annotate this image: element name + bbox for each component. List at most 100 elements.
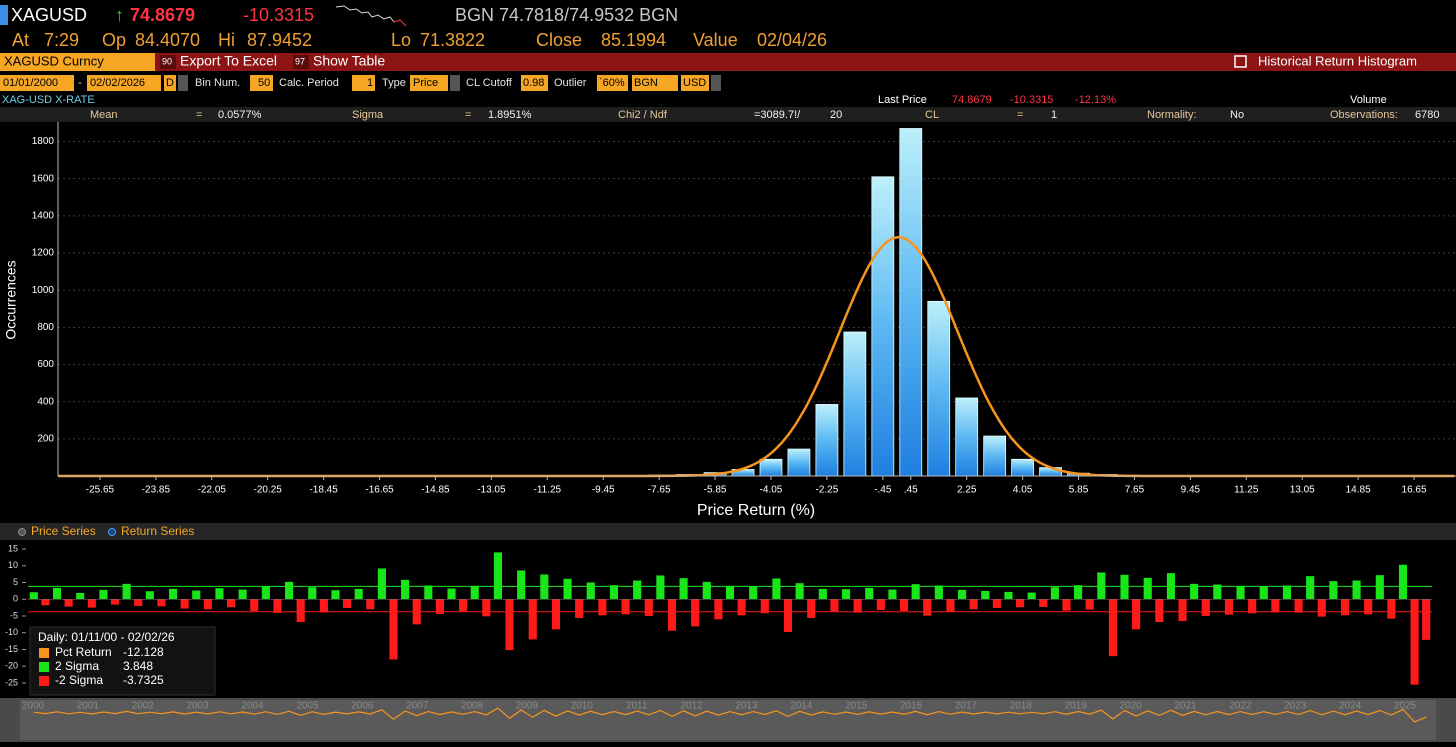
histogram-bar [928,301,950,476]
return-bar [41,599,49,605]
return-bar [1120,575,1128,599]
return-bar [1202,599,1210,616]
legend-label: Price Series [31,524,96,538]
stat-label: Normality: [1147,109,1197,121]
return-bar [923,599,931,615]
x-tick-label: 9.45 [1181,485,1201,496]
return-bar [88,599,96,607]
return-bar [703,582,711,599]
x-tick-label: -23.85 [142,485,171,496]
return-bar [192,591,200,600]
x-tick-label: .45 [904,485,918,496]
timeline-window[interactable] [20,700,1436,740]
bid-ask-quote: BGN 74.7818/74.9532 BGN [455,5,678,25]
timeline-year: 2002 [132,701,155,712]
equals: = [465,109,471,121]
return-bar [378,568,386,599]
x-tick-label: -20.25 [254,485,283,496]
timeline-year: 2023 [1284,701,1307,712]
x-tick-label: 4.05 [1013,485,1033,496]
return-bar [181,599,189,608]
return-bar [575,599,583,618]
dropdown[interactable] [178,75,188,91]
y-tick-label: -20 [5,661,18,671]
stat-label: CL [925,109,939,121]
y-tick-label: 400 [37,396,54,407]
stat-value: =3089.7!/ [754,109,801,121]
timeline-year: 2009 [516,701,539,712]
equals: = [1017,109,1023,121]
button-key-text: 90 [162,56,172,66]
return-bar [807,599,815,618]
x-tick-label: -22.05 [198,485,227,496]
input-text: 50 [258,77,270,89]
return-bar [1295,599,1303,612]
input-text: 01/01/2000 [3,77,58,89]
return-bar [1318,599,1326,616]
return-bar [1353,581,1361,600]
legend-swatch [39,662,49,672]
input-text: Price [413,77,438,89]
quote-fields: At 7:29 Op 84.4070 Hi 87.9452 Lo 71.3822… [12,30,827,50]
button-key-text: 97 [295,56,305,66]
histogram-bar [844,332,866,476]
x-tick-label: -11.25 [533,485,561,496]
input-text: 02/02/2026 [90,77,145,89]
field-label: Hi [218,30,235,50]
y-tick-label: -25 [5,677,18,687]
return-bar [111,599,119,604]
x-tick-label: 5.85 [1069,485,1089,496]
return-bar [946,599,954,612]
return-bar [1329,581,1337,599]
return-bar [1271,599,1279,612]
return-bar [1086,599,1094,609]
return-bar [1399,565,1407,599]
info-row-label: Pct Return [55,645,112,659]
volume-label: Volume [1350,94,1387,106]
timeline-year: 2020 [1119,701,1142,712]
field-value: 7:29 [44,30,79,50]
timeline-year: 2015 [845,701,868,712]
dropdown[interactable] [711,75,721,91]
x-tick-label: -7.65 [648,485,671,496]
ticker: XAGUSD [11,5,87,25]
show-table-button[interactable]: 97 Show Table [293,53,385,69]
return-bar [366,599,374,609]
return-bar [343,599,351,608]
last-price: 74.8679 [130,5,195,25]
series-legend-bar [0,523,1456,540]
return-bar [656,575,664,599]
return-bar [30,592,38,599]
return-bar [714,599,722,619]
return-bar [239,590,247,600]
return-bar [587,583,595,600]
timeline-year: 2018 [1010,701,1033,712]
return-bar [529,599,537,639]
legend-dot [109,529,116,536]
return-bar [668,599,676,630]
return-bar [749,586,757,599]
timeline-year: 2008 [461,701,484,712]
return-bar [1062,599,1070,610]
histogram-bar [984,436,1006,476]
timeline-year: 2010 [571,701,594,712]
return-bar [1341,599,1349,615]
histogram-bar [872,177,894,476]
x-tick-label: 14.85 [1346,485,1371,496]
stat-value: 1.8951% [488,109,532,121]
x-tick-label: 7.65 [1125,485,1145,496]
return-bar [993,599,1001,608]
return-bar [1028,593,1036,600]
field-label: At [12,30,29,50]
timeline-year: 2003 [187,701,210,712]
info-box-title: Daily: 01/11/00 - 02/02/26 [38,630,175,644]
return-bar [1004,592,1012,599]
x-tick-label: -2.25 [816,485,839,496]
dropdown[interactable] [450,75,460,91]
security-name: XAG-USD X-RATE [2,94,95,106]
return-bar [830,599,838,611]
timeline-year: 2022 [1229,701,1252,712]
x-tick-label: -4.05 [760,485,783,496]
return-bar [865,588,873,599]
